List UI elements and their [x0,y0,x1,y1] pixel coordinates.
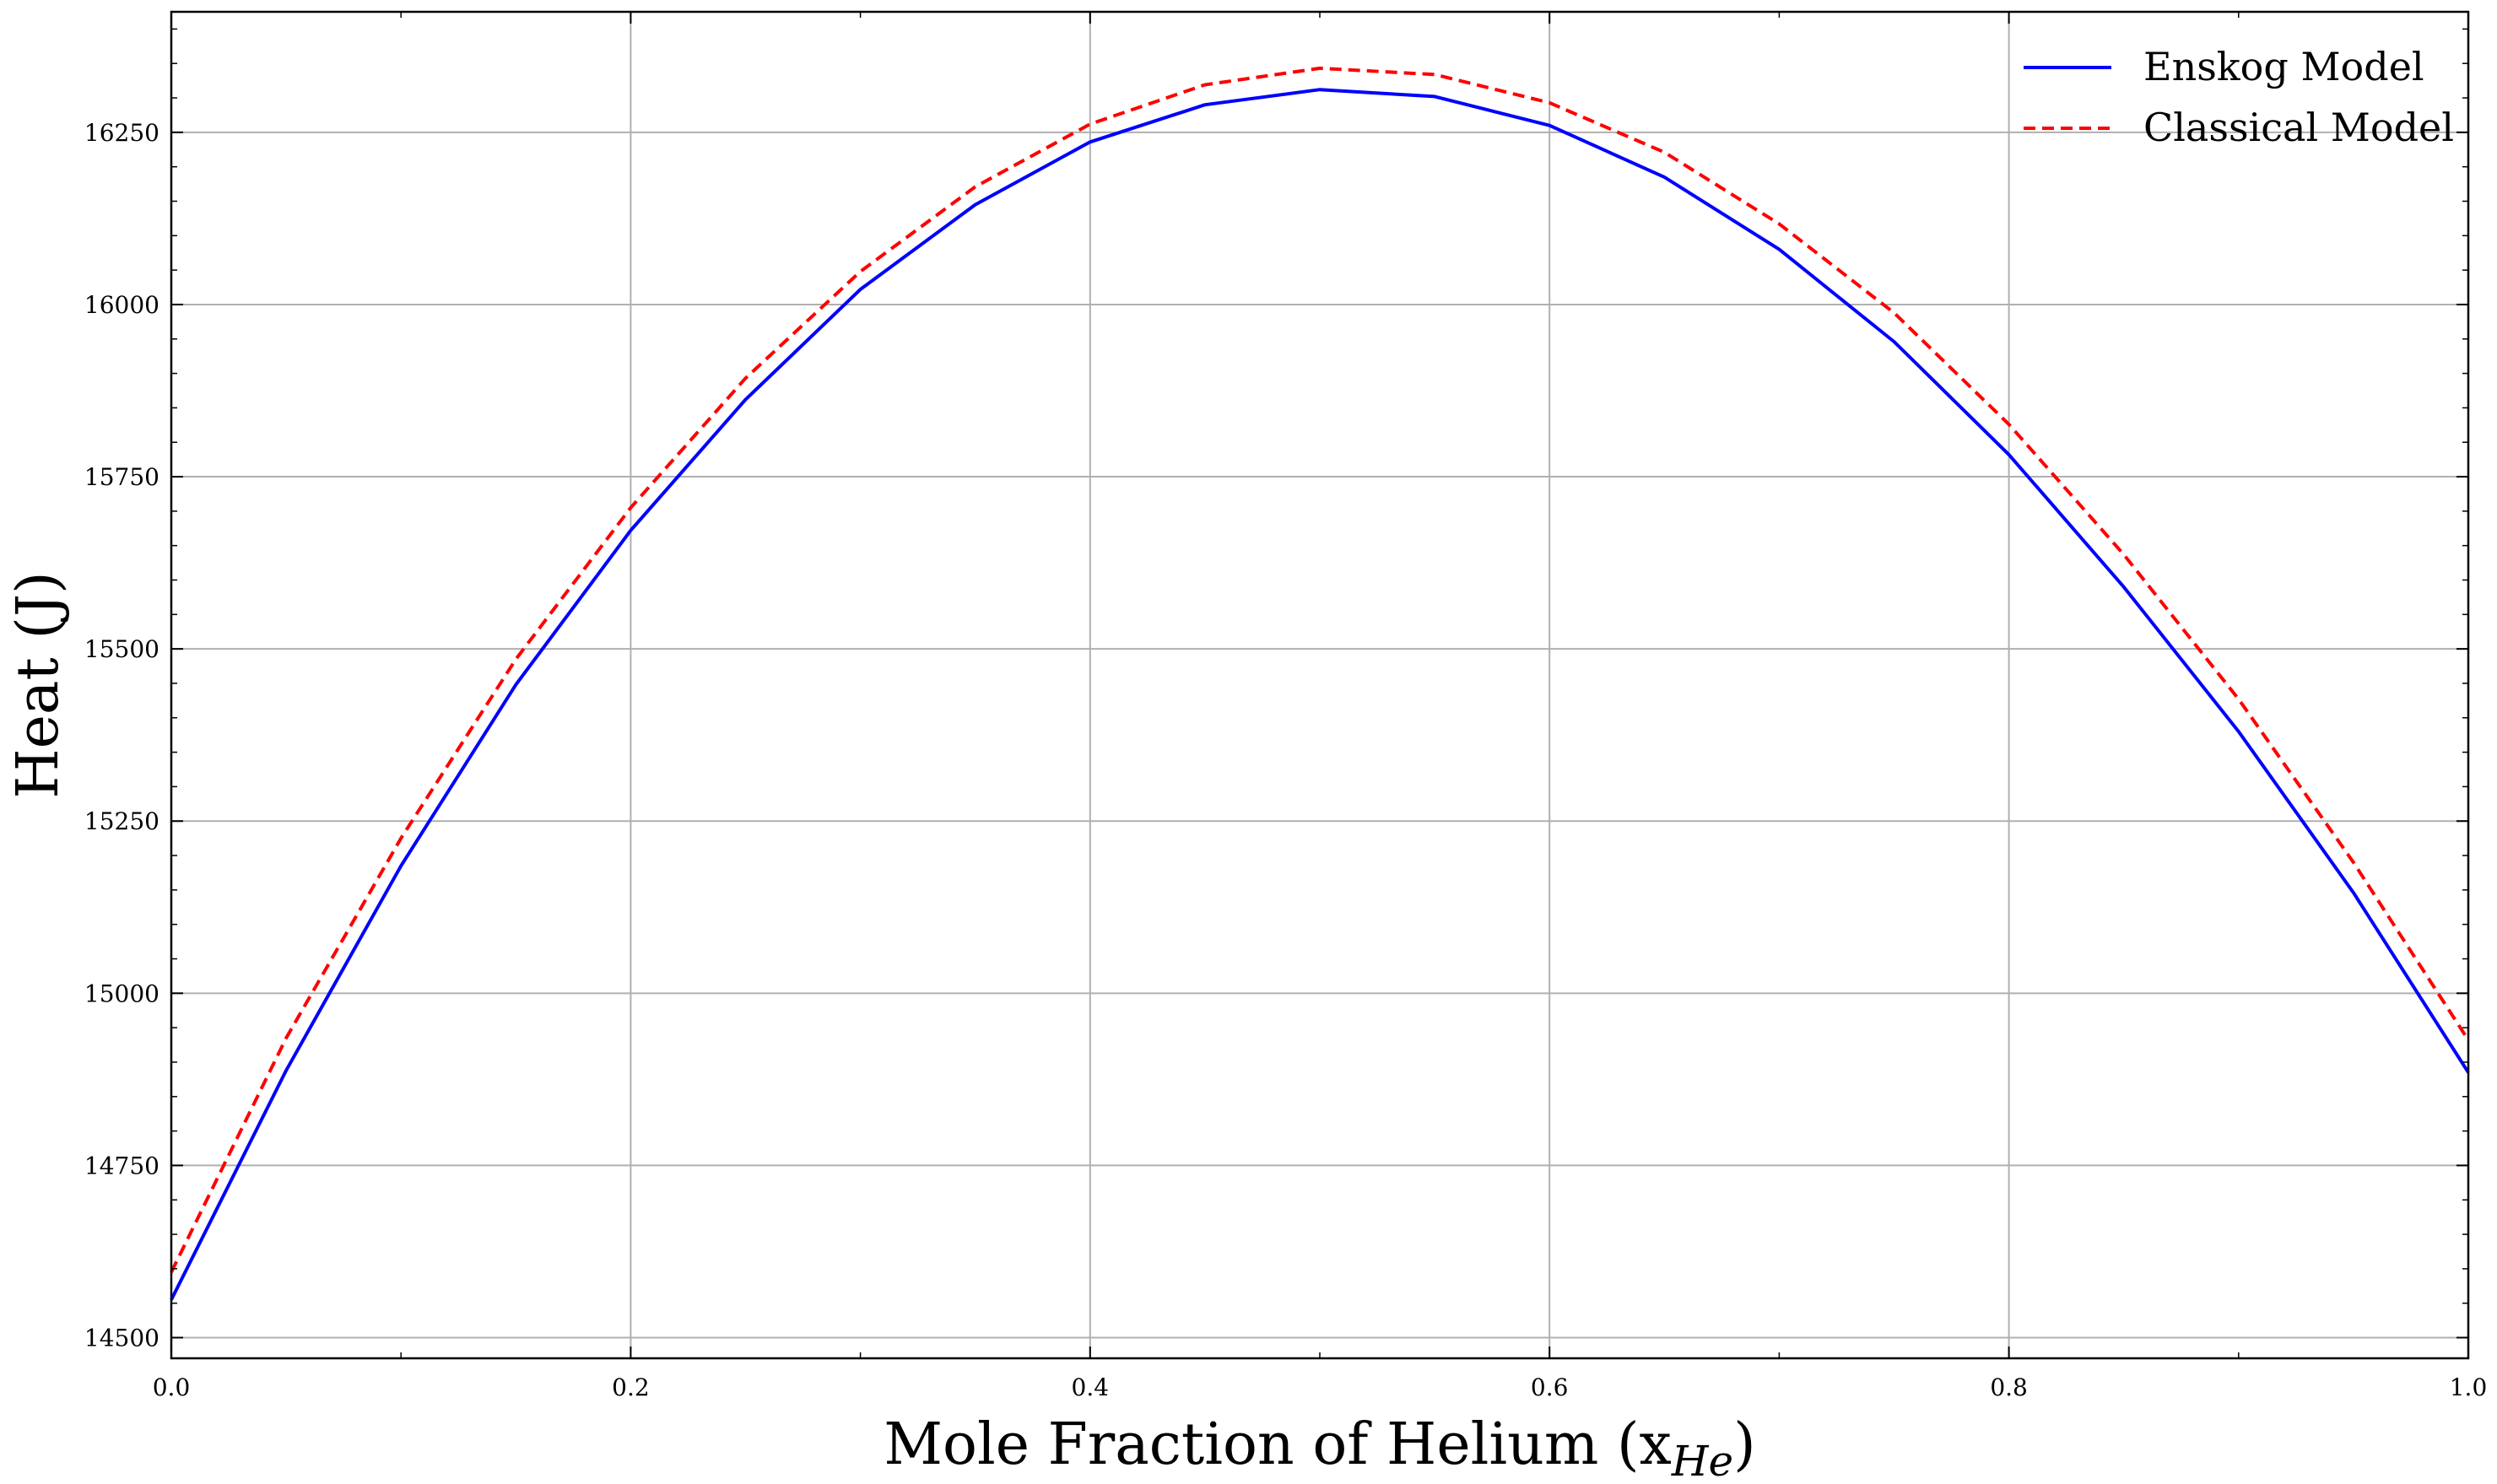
y-tick-label: 16000 [84,291,159,319]
x-tick-label: 0.0 [153,1373,191,1401]
series-line-1 [170,66,2470,1273]
y-tick-label: 14750 [84,1152,159,1179]
x-axis-label: Mole Fraction of Helium (xHe) [884,1411,1755,1484]
y-tick-label: 15500 [84,635,159,663]
y-axis-label: Heat (J) [5,571,72,798]
x-tick-label: 0.6 [1531,1373,1569,1401]
x-tick-label: 0.4 [1072,1373,1110,1401]
series-line-0 [170,88,2470,1301]
x-tick-label: 0.8 [1990,1373,2028,1401]
y-tick-label: 15250 [84,807,159,835]
legend-label-0: Enskog Model [2143,44,2424,89]
y-tick-label: 14500 [84,1325,159,1352]
legend: Enskog Model Classical Model [2024,44,2454,150]
tick-labels: 0.0 0.2 0.4 0.6 0.8 1.0 14500 14750 15000 15250 15… [84,119,2487,1401]
axis-ticks [170,12,2469,1358]
y-tick-label: 15000 [84,979,159,1007]
y-tick-label: 15750 [84,463,159,491]
series-lines [170,66,2470,1301]
x-tick-label: 1.0 [2450,1373,2488,1401]
legend-label-1: Classical Model [2143,105,2454,150]
y-tick-label: 16250 [84,119,159,147]
x-tick-label: 0.2 [612,1373,650,1401]
